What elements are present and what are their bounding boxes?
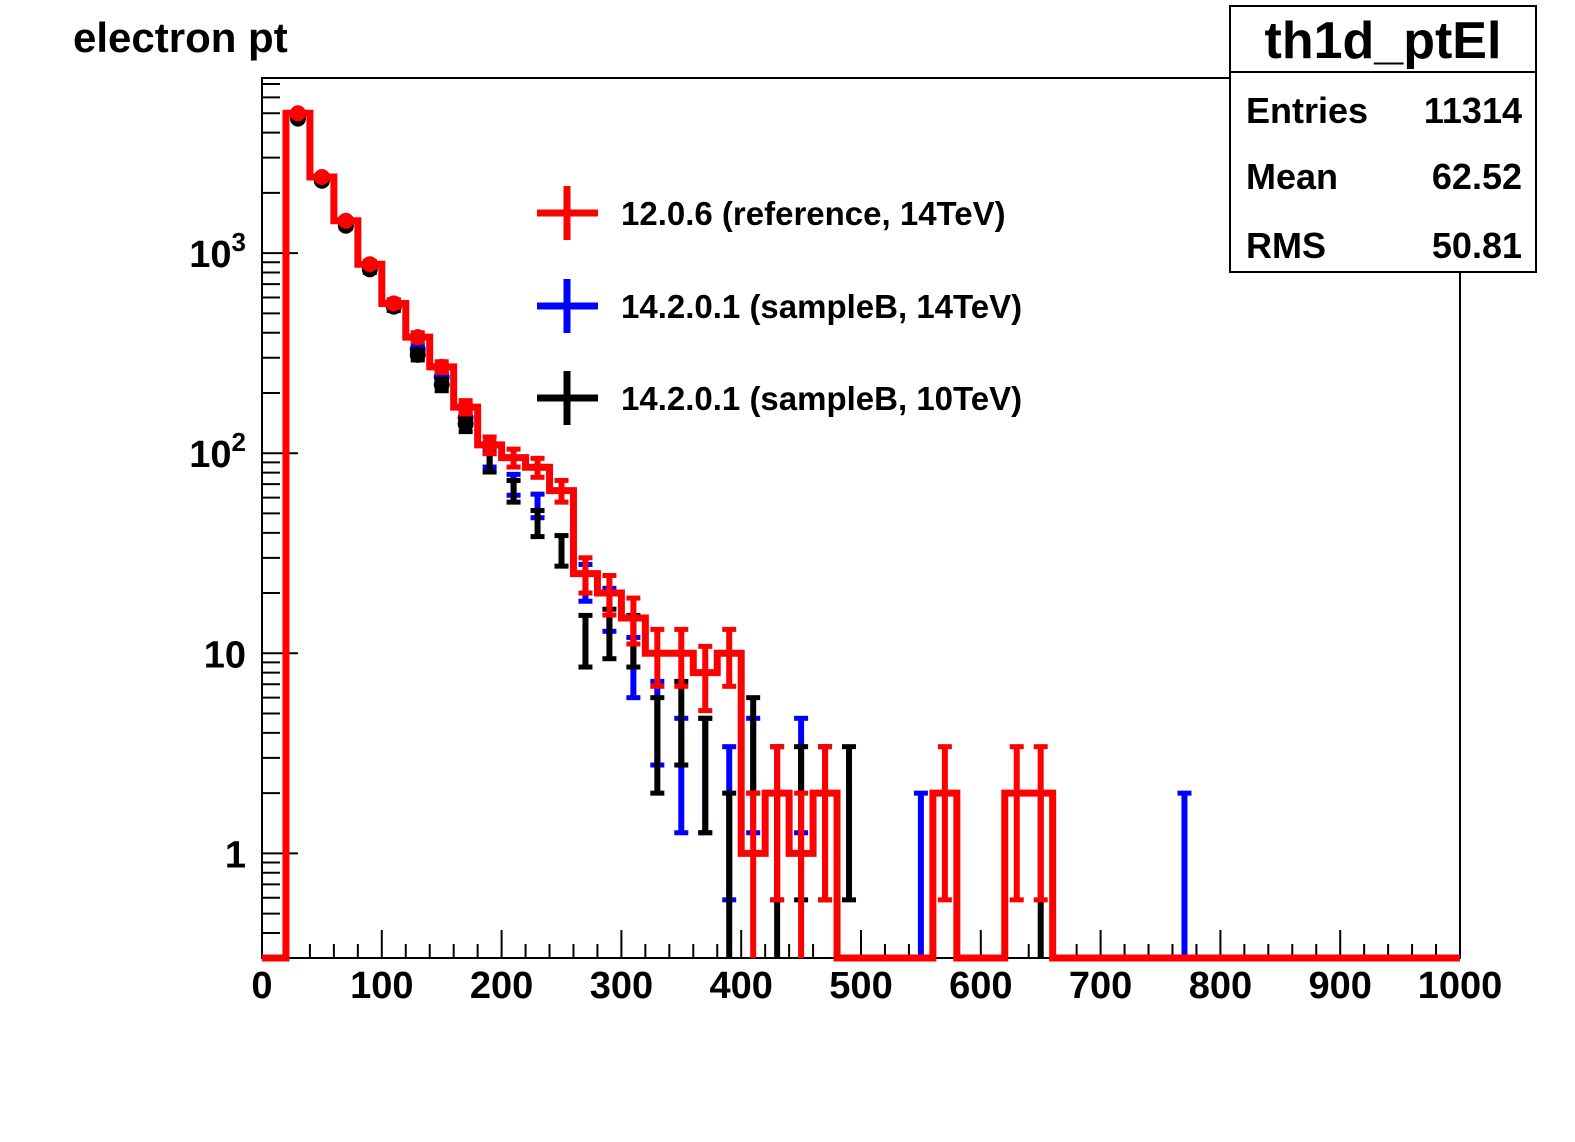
error-bar-s0 xyxy=(457,398,474,417)
error-bar-s2 xyxy=(578,612,593,670)
x-tick-label: 0 xyxy=(251,965,272,1007)
chart-title: electron pt xyxy=(73,14,288,61)
series-layer xyxy=(262,105,1460,962)
stats-entries-value: 11314 xyxy=(1424,90,1522,131)
error-bar-s0 xyxy=(385,295,402,312)
error-bar-s2 xyxy=(722,790,737,958)
error-bar-s0 xyxy=(602,573,617,618)
x-tick-label: 400 xyxy=(709,965,772,1007)
error-bar-s2 xyxy=(409,346,426,363)
series-0 xyxy=(262,105,1460,962)
error-bar-s1 xyxy=(1177,790,1192,958)
stats-box: th1d_ptEl Entries 11314 Mean 62.52 RMS 5… xyxy=(1229,5,1537,273)
error-bar-s0 xyxy=(409,329,426,346)
error-bar-s0 xyxy=(337,212,354,229)
stats-rms-value: 50.81 xyxy=(1432,225,1522,266)
x-tick-label: 300 xyxy=(590,965,653,1007)
error-bar-s0 xyxy=(481,434,498,457)
x-tick-label: 200 xyxy=(470,965,533,1007)
error-bar-s0 xyxy=(698,643,713,714)
x-tick-label: 1000 xyxy=(1418,965,1503,1007)
legend-entry-sampleb-10tev: 14.2.0.1 (sampleB, 10TeV) xyxy=(537,371,1022,425)
error-bar-s2 xyxy=(433,376,450,394)
legend-label-sampleb-14tev: 14.2.0.1 (sampleB, 14TeV) xyxy=(621,288,1022,325)
error-bar-s0 xyxy=(650,626,665,689)
y-tick-label: 103 xyxy=(189,227,246,276)
error-bar-s2 xyxy=(842,744,857,903)
x-tick-label: 600 xyxy=(949,965,1012,1007)
y-tick-label: 102 xyxy=(189,427,246,476)
error-bar-s0 xyxy=(722,626,737,689)
y-tick-label: 1 xyxy=(225,834,246,876)
error-bar-s0 xyxy=(674,626,689,689)
error-bar-s0 xyxy=(433,358,450,375)
error-bar-s2 xyxy=(530,508,545,540)
legend-entry-reference: 12.0.6 (reference, 14TeV) xyxy=(537,186,1006,240)
error-bar-s0 xyxy=(770,744,785,903)
x-tick-label: 900 xyxy=(1308,965,1371,1007)
error-bar-s0 xyxy=(530,455,545,480)
error-bar-s0 xyxy=(626,595,641,647)
error-bar-s2 xyxy=(674,678,689,768)
axes: 0 100 200 300 400 500 600 700 800 900 1000 1 10 102 10… xyxy=(189,82,1503,1007)
stats-rms-label: RMS xyxy=(1246,225,1326,266)
error-bar-s0 xyxy=(794,790,809,958)
error-bar-s2 xyxy=(506,477,521,505)
legend-label-reference: 12.0.6 (reference, 14TeV) xyxy=(621,195,1006,232)
legend-label-sampleb-10tev: 14.2.0.1 (sampleB, 10TeV) xyxy=(621,380,1022,417)
legend-entry-sampleb-14tev: 14.2.0.1 (sampleB, 14TeV) xyxy=(537,279,1022,333)
error-bar-s2 xyxy=(746,695,761,796)
error-bar-s2 xyxy=(698,715,713,836)
error-bar-s0 xyxy=(818,744,833,903)
error-bar-s0 xyxy=(361,256,378,273)
x-tick-label: 800 xyxy=(1189,965,1252,1007)
error-bar-s0 xyxy=(506,446,521,470)
error-bar-s2 xyxy=(457,414,474,435)
error-bar-s0 xyxy=(578,555,593,596)
x-tick-label: 700 xyxy=(1069,965,1132,1007)
stats-mean-value: 62.52 xyxy=(1432,156,1522,197)
stats-mean-label: Mean xyxy=(1246,156,1338,197)
legend: 12.0.6 (reference, 14TeV) 14.2.0.1 (samp… xyxy=(537,186,1022,425)
x-tick-label: 100 xyxy=(350,965,413,1007)
error-bar-s2 xyxy=(650,695,665,796)
x-tick-label: 500 xyxy=(829,965,892,1007)
error-bar-s1 xyxy=(913,790,928,958)
error-bar-s0 xyxy=(746,790,761,958)
error-bar-s0 xyxy=(1033,744,1048,903)
y-tick-label: 10 xyxy=(204,634,246,676)
error-bar-s0 xyxy=(289,105,306,122)
error-bar-s0 xyxy=(554,477,569,505)
stats-title: th1d_ptEl xyxy=(1265,12,1502,70)
error-bar-s0 xyxy=(313,169,330,186)
error-bar-s0 xyxy=(937,744,952,903)
error-bar-s0 xyxy=(1009,744,1024,903)
error-bar-s2 xyxy=(554,533,569,569)
stats-entries-label: Entries xyxy=(1246,90,1368,131)
